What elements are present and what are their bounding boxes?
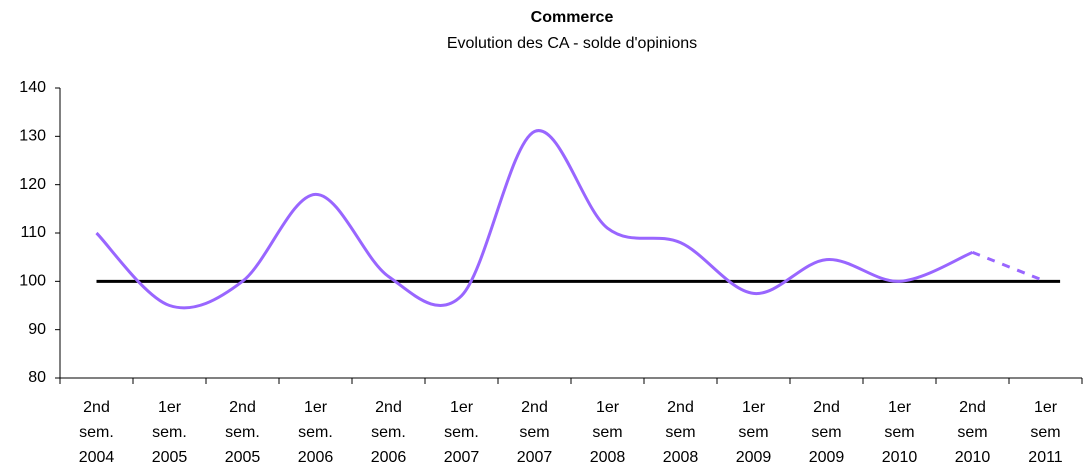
x-tick-label-line: 1er: [450, 399, 474, 416]
x-tick-label-line: 2009: [809, 449, 845, 466]
x-tick-label: 2nd sem. 2006: [371, 399, 407, 466]
x-tick-label-line: sem.: [79, 424, 114, 441]
x-tick-label-line: 2nd: [83, 399, 110, 416]
x-tick-label-line: sem.: [298, 424, 333, 441]
x-tick-label: 2nd sem 2008: [663, 399, 699, 466]
x-tick-label: 1er sem 2010: [882, 399, 918, 466]
x-tick-label-line: 2005: [225, 449, 261, 466]
x-tick-label-line: 1er: [742, 399, 766, 416]
x-tick-label-line: 2nd: [375, 399, 402, 416]
x-tick-label-line: sem: [592, 424, 622, 441]
x-tick-label-line: 1er: [888, 399, 912, 416]
x-tick-label-line: sem: [1030, 424, 1060, 441]
y-tick-label: 90: [28, 321, 46, 338]
x-tick-label: 1er sem. 2005: [152, 399, 188, 466]
x-tick-label-line: sem.: [152, 424, 187, 441]
x-tick-label-line: 2008: [663, 449, 699, 466]
x-tick-label-line: sem.: [444, 424, 479, 441]
x-tick-label: 1er sem 2011: [1028, 399, 1063, 466]
x-tick-label-line: 2004: [79, 449, 115, 466]
x-tick-label-line: 2007: [444, 449, 480, 466]
x-tick-label-line: 2nd: [667, 399, 694, 416]
chart-subtitle: Evolution des CA - solde d'opinions: [447, 35, 697, 52]
x-tick-label-line: 2008: [590, 449, 626, 466]
x-tick-label-line: 2009: [736, 449, 772, 466]
x-tick-label-line: 2010: [882, 449, 918, 466]
x-tick-label: 2nd sem 2010: [955, 399, 991, 466]
x-tick-label-line: 2nd: [229, 399, 256, 416]
x-tick-label-line: sem: [519, 424, 549, 441]
x-tick-label-line: sem.: [371, 424, 406, 441]
y-tick-label: 120: [19, 176, 46, 193]
x-tick-label-line: 1er: [304, 399, 328, 416]
x-tick-label-line: 1er: [158, 399, 182, 416]
x-tick-label: 1er sem 2008: [590, 399, 626, 466]
y-tick-label: 100: [19, 273, 46, 290]
x-tick-label-line: 2nd: [959, 399, 986, 416]
x-tick-label-line: sem: [738, 424, 768, 441]
x-tick-label-line: sem.: [225, 424, 260, 441]
x-tick-label: 1er sem. 2007: [444, 399, 480, 466]
x-tick-label-line: 2nd: [521, 399, 548, 416]
y-tick-label: 80: [28, 369, 46, 386]
x-tick-label: 2nd sem. 2005: [225, 399, 261, 466]
x-tick-label-line: 2005: [152, 449, 188, 466]
x-tick-label-line: 2006: [371, 449, 407, 466]
line-series: [95, 129, 974, 310]
x-tick-label: 2nd sem 2007: [517, 399, 553, 466]
x-tick-label-line: sem: [884, 424, 914, 441]
x-tick-label-line: 2011: [1028, 449, 1063, 466]
y-tick-label: 130: [19, 128, 46, 145]
x-tick-label-line: sem: [811, 424, 841, 441]
x-tick-label: 2nd sem. 2004: [79, 399, 115, 466]
line-series: [971, 250, 1047, 283]
x-tick-label-line: sem: [957, 424, 987, 441]
x-tick-label-line: 1er: [1034, 399, 1058, 416]
x-tick-label: 1er sem. 2006: [298, 399, 334, 466]
y-tick-label: 140: [19, 79, 46, 96]
x-tick-label: 1er sem 2009: [736, 399, 772, 466]
x-tick-label: 2nd sem 2009: [809, 399, 845, 466]
chart-title: Commerce: [531, 9, 614, 26]
x-tick-label-line: 2007: [517, 449, 553, 466]
x-tick-label-line: 1er: [596, 399, 620, 416]
y-tick-label: 110: [20, 224, 46, 241]
x-tick-label-line: 2010: [955, 449, 991, 466]
x-tick-label-line: 2nd: [813, 399, 840, 416]
x-tick-label-line: 2006: [298, 449, 334, 466]
x-tick-label-line: sem: [665, 424, 695, 441]
